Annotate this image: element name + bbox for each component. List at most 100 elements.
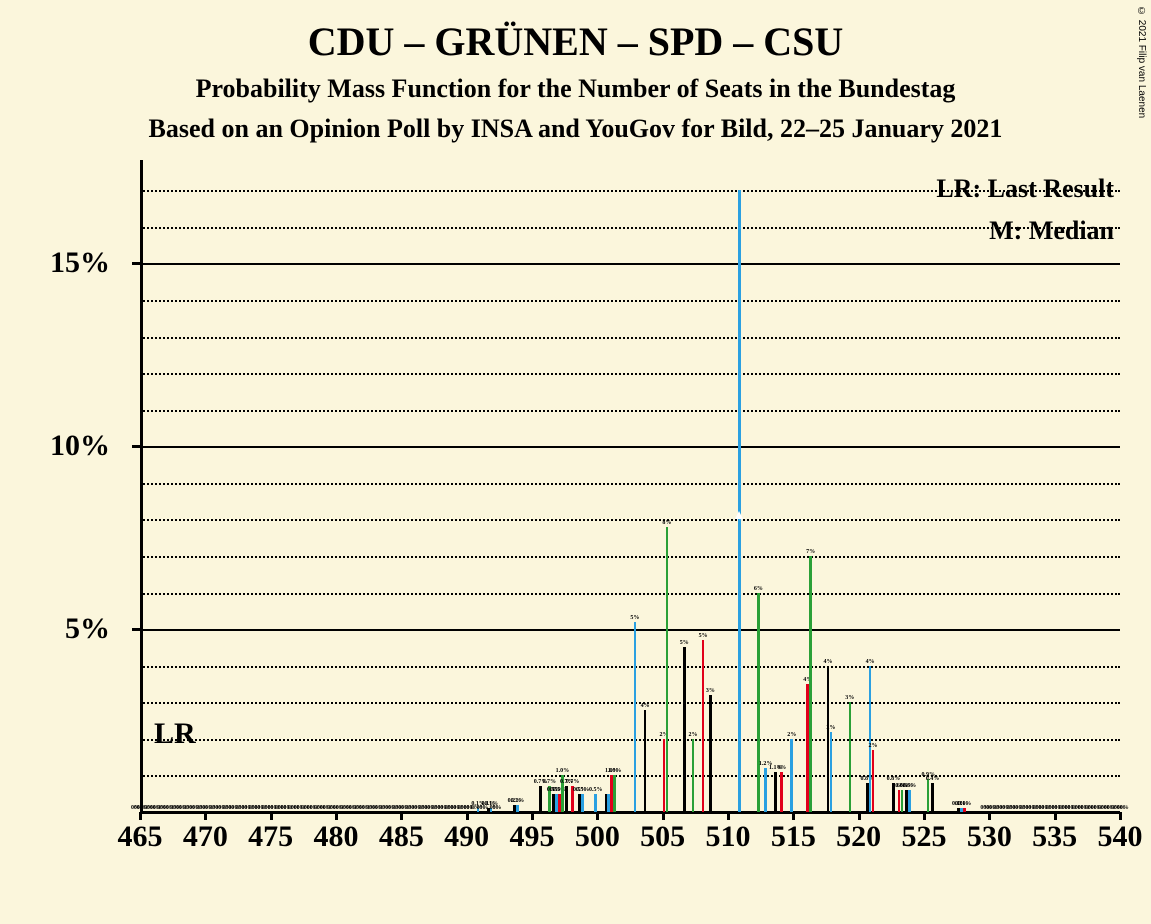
bar-value-label: 4%	[641, 703, 650, 709]
bar-green: 0.6%	[901, 790, 904, 812]
bar-value-label: 2%	[869, 743, 878, 749]
gridline-minor	[140, 556, 1120, 558]
bar-blue: 0.5%	[594, 794, 597, 812]
bar-black: 1.1%	[774, 772, 777, 812]
bar-value-label: 4%	[866, 659, 875, 665]
chart-title: CDU – GRÜNEN – SPD – CSU	[0, 18, 1151, 65]
x-tick-label: 535	[1032, 820, 1077, 854]
bar-value-label: 3%	[845, 695, 854, 701]
bar-value-label: 3%	[706, 688, 715, 694]
x-tick-label: 465	[118, 820, 163, 854]
gridline-major	[140, 629, 1120, 631]
bar-value-label: 0.6%	[903, 783, 917, 789]
x-tick-mark	[531, 812, 534, 820]
chart-container: CDU – GRÜNEN – SPD – CSU Probability Mas…	[0, 0, 1151, 924]
gridline-minor	[140, 373, 1120, 375]
bar-black: 0.4%	[931, 783, 934, 812]
x-tick-label: 510	[706, 820, 751, 854]
gridline-minor	[140, 190, 1120, 192]
bar-value-label: 4%	[777, 765, 786, 771]
x-tick-label: 515	[771, 820, 816, 854]
bar-value-label: 5%	[699, 633, 708, 639]
median-marker-icon	[735, 511, 743, 519]
x-tick-mark	[139, 812, 142, 820]
x-tick-label: 485	[379, 820, 424, 854]
y-tick-label: 10%	[50, 429, 110, 463]
x-tick-label: 525	[902, 820, 947, 854]
bar-blue	[738, 190, 741, 812]
bar-green: 8%	[666, 527, 669, 812]
x-tick-label: 505	[640, 820, 685, 854]
x-tick-label: 540	[1098, 820, 1143, 854]
bar-value-label: 0.7%	[543, 779, 557, 785]
bar-value-label: 2%	[826, 725, 835, 731]
x-tick-label: 530	[967, 820, 1012, 854]
legend-last-result: LR: Last Result	[936, 174, 1114, 204]
bar-red: 2%	[872, 750, 875, 812]
bar-value-label: 0.5%	[589, 787, 603, 793]
gridline-major	[140, 446, 1120, 448]
bar-value-label: 0.1%	[958, 801, 972, 807]
bar-blue: 0.6%	[908, 790, 911, 812]
bar-value-label: 0.2%	[511, 798, 525, 804]
bar-green: 0.9%	[927, 779, 930, 812]
gridline-minor	[140, 337, 1120, 339]
y-axis	[140, 160, 143, 812]
x-tick-mark	[466, 812, 469, 820]
x-tick-label: 475	[248, 820, 293, 854]
bar-value-label: 0.8%	[887, 776, 901, 782]
bar-green: 2%	[692, 739, 695, 812]
x-tick-mark	[858, 812, 861, 820]
bar-blue: 2%	[790, 739, 793, 812]
y-tick-mark	[132, 628, 140, 631]
bar-value-label: 8%	[662, 520, 671, 526]
bar-green: 7%	[809, 556, 812, 812]
bar-black: 3%	[709, 695, 712, 812]
gridline-minor	[140, 593, 1120, 595]
x-tick-mark	[335, 812, 338, 820]
bar-red: 5%	[702, 640, 705, 812]
x-tick-mark	[204, 812, 207, 820]
bar-value-label: 1.0%	[556, 768, 570, 774]
bar-value-label: 5%	[680, 640, 689, 646]
bar-blue: 5%	[634, 622, 637, 812]
y-tick-mark	[132, 262, 140, 265]
bar-red: 0.1%	[963, 808, 966, 812]
gridline-minor	[140, 300, 1120, 302]
bar-value-label: 1.0%	[608, 768, 622, 774]
x-tick-mark	[270, 812, 273, 820]
gridline-minor	[140, 483, 1120, 485]
x-tick-label: 490	[444, 820, 489, 854]
x-tick-mark	[400, 812, 403, 820]
legend-median: M: Median	[989, 216, 1114, 246]
bar-value-label: 5%	[630, 615, 639, 621]
bar-value-label: 7%	[806, 549, 815, 555]
gridline-minor	[140, 666, 1120, 668]
bar-value-label: 0.4%	[926, 776, 940, 782]
x-tick-mark	[727, 812, 730, 820]
bar-value-label: 0%	[1120, 805, 1129, 811]
gridline-minor	[140, 702, 1120, 704]
lr-marker-label: LR	[154, 717, 196, 751]
x-tick-mark	[596, 812, 599, 820]
y-tick-label: 15%	[50, 246, 110, 280]
x-tick-label: 520	[836, 820, 881, 854]
bar-value-label: 0%	[492, 805, 501, 811]
bar-value-label: 2%	[688, 732, 697, 738]
bar-blue: 0.2%	[516, 805, 519, 812]
bar-blue: 1.2%	[764, 768, 767, 812]
plot-area: LR: Last Result M: Median 5%10%15%465470…	[120, 172, 1120, 812]
x-tick-label: 470	[183, 820, 228, 854]
bar-value-label: 0.5%	[553, 787, 567, 793]
x-tick-mark	[662, 812, 665, 820]
bar-value-label: 2%	[787, 732, 796, 738]
x-tick-mark	[988, 812, 991, 820]
bar-red: 4%	[780, 772, 783, 812]
bar-value-label: 0.7%	[566, 779, 580, 785]
x-tick-mark	[1054, 812, 1057, 820]
x-tick-mark	[792, 812, 795, 820]
y-tick-mark	[132, 445, 140, 448]
gridline-minor	[140, 519, 1120, 521]
gridline-minor	[140, 775, 1120, 777]
bar-value-label: 0.5%	[576, 787, 590, 793]
